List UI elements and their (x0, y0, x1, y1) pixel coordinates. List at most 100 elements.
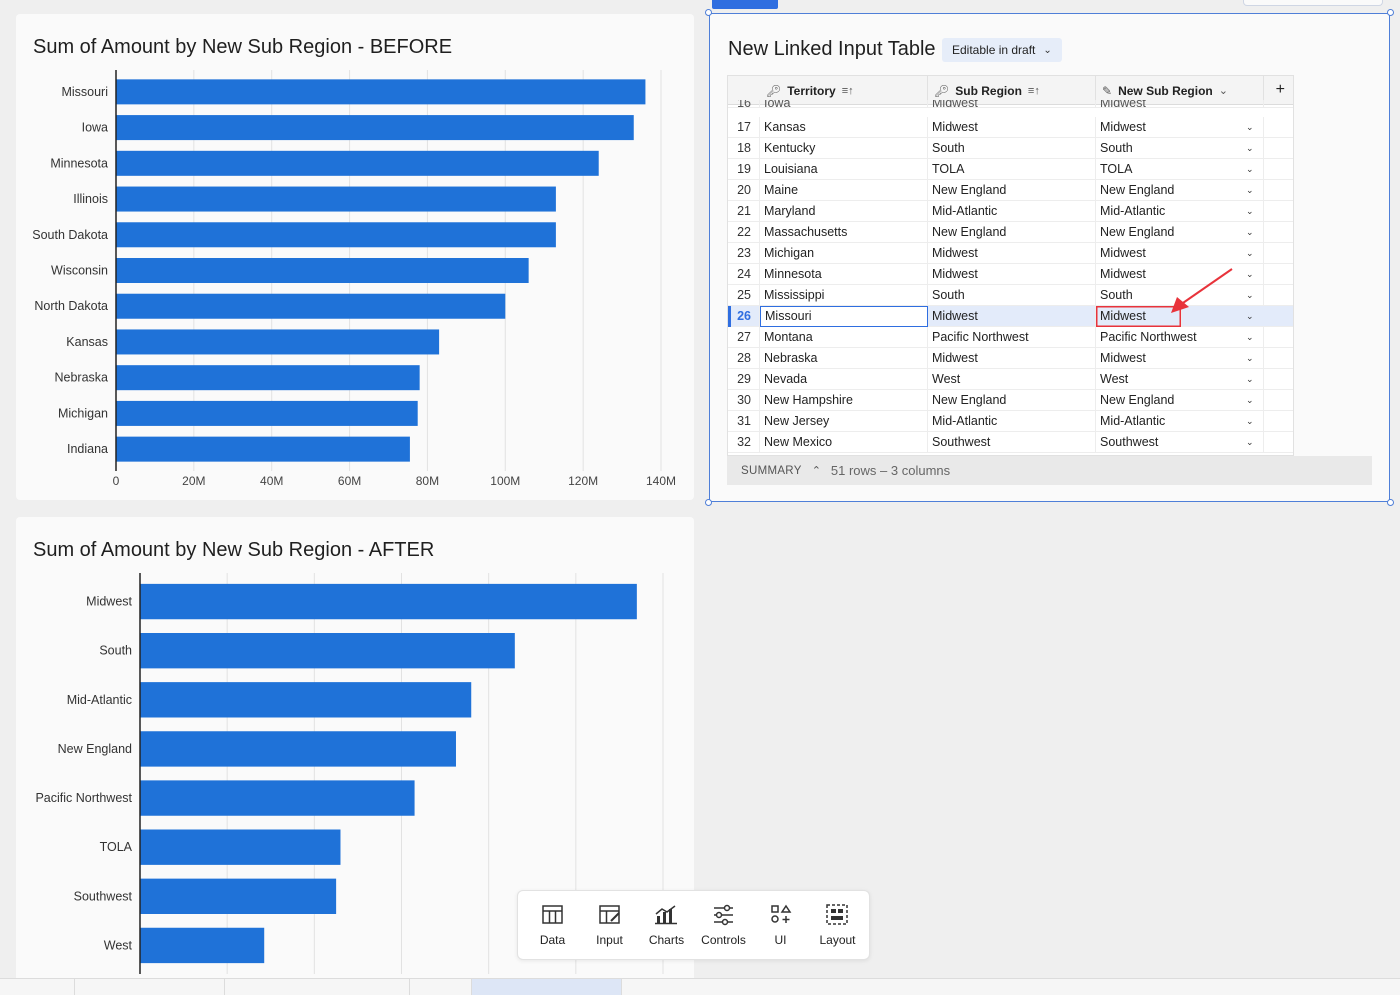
chevron-down-icon[interactable]: ⌄ (1246, 248, 1254, 258)
cell-territory[interactable]: Nebraska (760, 348, 928, 369)
page-tab[interactable] (0, 979, 75, 995)
chevron-down-icon[interactable]: ⌄ (1246, 416, 1254, 426)
bar[interactable] (140, 780, 415, 816)
cell-sub-region[interactable]: New England (928, 222, 1096, 243)
chevron-down-icon[interactable]: ⌄ (1246, 395, 1254, 405)
chevron-down-icon[interactable]: ⌄ (1246, 311, 1254, 321)
cell-territory[interactable]: New Mexico (760, 432, 928, 453)
chevron-down-icon[interactable]: ⌄ (1246, 164, 1254, 174)
bar[interactable] (116, 329, 440, 355)
cell-sub-region[interactable]: South (928, 138, 1096, 159)
cell-new-sub-region[interactable]: Midwest (1096, 306, 1182, 327)
table-row[interactable]: 27 Montana Pacific Northwest Pacific Northw… (728, 327, 1293, 348)
bar[interactable] (140, 829, 341, 865)
before-chart-card[interactable]: Sum of Amount by New Sub Region - BEFORE… (16, 14, 694, 500)
page-tab[interactable] (225, 979, 410, 995)
table-row[interactable]: 19 Louisiana TOLA TOLA ⌄ (728, 159, 1293, 180)
chevron-down-icon[interactable]: ⌄ (1246, 353, 1254, 363)
editable-draft-badge[interactable]: Editable in draft ⌄ (942, 38, 1062, 62)
bar[interactable] (116, 150, 599, 176)
table-row[interactable]: 22 Massachusetts New England New England ⌄ (728, 222, 1293, 243)
toolbar-input-button[interactable]: Input (581, 903, 638, 947)
page-tab[interactable] (75, 979, 225, 995)
cell-sub-region[interactable]: New England (928, 180, 1096, 201)
table-row[interactable]: 21 Maryland Mid-Atlantic Mid-Atlantic ⌄ (728, 201, 1293, 222)
cell-new-sub-region[interactable]: South (1096, 138, 1264, 159)
cell-sub-region[interactable]: Midwest (928, 306, 1096, 327)
resize-handle[interactable] (705, 9, 712, 16)
cell-sub-region[interactable]: West (928, 369, 1096, 390)
cell-new-sub-region[interactable]: Mid-Atlantic (1096, 411, 1264, 432)
column-header-sub-region[interactable]: 🔑︎ Sub Region ≡↑ (928, 76, 1096, 105)
cell-territory[interactable]: Massachusetts (760, 222, 928, 243)
column-header-territory[interactable]: 🔑︎ Territory ≡↑ (760, 76, 928, 105)
cell-new-sub-region[interactable]: Midwest (1096, 243, 1264, 264)
bar[interactable] (116, 436, 410, 462)
table-row[interactable]: 18 Kentucky South South ⌄ (728, 138, 1293, 159)
chevron-down-icon[interactable]: ⌄ (1246, 332, 1254, 342)
cell-sub-region[interactable]: Midwest (928, 243, 1096, 264)
page-tab[interactable] (410, 979, 472, 995)
bar[interactable] (116, 115, 634, 141)
page-tab-active[interactable] (472, 979, 622, 995)
cell-new-sub-region[interactable]: Midwest (1096, 264, 1264, 285)
table-row[interactable]: 24 Minnesota Midwest Midwest ⌄ (728, 264, 1293, 285)
sort-icon[interactable]: ≡↑ (841, 84, 854, 97)
cell-new-sub-region[interactable]: Midwest (1096, 100, 1264, 107)
cell-territory[interactable]: Missouri (760, 306, 928, 327)
cell-sub-region[interactable]: Mid-Atlantic (928, 201, 1096, 222)
chevron-down-icon[interactable]: ⌄ (1246, 206, 1254, 216)
cell-new-sub-region[interactable]: New England (1096, 390, 1264, 411)
bar[interactable] (116, 365, 420, 391)
table-row[interactable]: 25 Mississippi South South ⌄ (728, 285, 1293, 306)
table-row[interactable]: 30 New Hampshire New England New England ⌄ (728, 390, 1293, 411)
cell-sub-region[interactable]: New England (928, 390, 1096, 411)
cell-new-sub-region[interactable]: Mid-Atlantic (1096, 201, 1264, 222)
bar[interactable] (140, 878, 337, 914)
cell-new-sub-region[interactable]: South (1096, 285, 1264, 306)
table-row[interactable]: 28 Nebraska Midwest Midwest ⌄ (728, 348, 1293, 369)
column-header-new-sub-region[interactable]: ✎ New Sub Region ⌄ (1096, 76, 1264, 105)
sort-icon[interactable]: ≡↑ (1027, 84, 1040, 97)
cell-new-sub-region[interactable]: West (1096, 369, 1264, 390)
cell-sub-region[interactable]: TOLA (928, 159, 1096, 180)
cell-territory[interactable]: Mississippi (760, 285, 928, 306)
cell-sub-region[interactable]: South (928, 285, 1096, 306)
bar[interactable] (116, 79, 646, 105)
input-table-grid[interactable]: 🔑︎ Territory ≡↑ 🔑︎ Sub Region ≡↑ ✎ New S… (727, 75, 1294, 456)
table-row[interactable]: 31 New Jersey Mid-Atlantic Mid-Atlantic ⌄ (728, 411, 1293, 432)
cell-territory[interactable]: Louisiana (760, 159, 928, 180)
cell-territory[interactable]: Kansas (760, 117, 928, 138)
chevron-down-icon[interactable]: ⌄ (1246, 290, 1254, 300)
table-row[interactable]: 20 Maine New England New England ⌄ (728, 180, 1293, 201)
chevron-down-icon[interactable]: ⌄ (1218, 85, 1228, 97)
cell-new-sub-region[interactable]: Midwest (1096, 117, 1264, 138)
table-row[interactable]: 29 Nevada West West ⌄ (728, 369, 1293, 390)
bar[interactable] (116, 400, 418, 426)
chevron-down-icon[interactable]: ⌄ (1246, 227, 1254, 237)
cell-new-sub-region[interactable]: Midwest (1096, 348, 1264, 369)
cell-sub-region[interactable]: Mid-Atlantic (928, 411, 1096, 432)
chevron-down-icon[interactable]: ⌄ (1246, 437, 1254, 447)
cell-sub-region[interactable]: Midwest (928, 348, 1096, 369)
bar[interactable] (116, 293, 506, 319)
toolbar-controls-button[interactable]: Controls (695, 903, 752, 947)
toolbar-data-button[interactable]: Data (524, 903, 581, 947)
cell-sub-region[interactable]: Southwest (928, 432, 1096, 453)
cell-territory[interactable]: New Jersey (760, 411, 928, 432)
input-table-card[interactable]: New Linked Input Table Editable in draft… (705, 9, 1394, 506)
chevron-down-icon[interactable]: ⌄ (1246, 374, 1254, 384)
bar[interactable] (140, 633, 515, 669)
chevron-down-icon[interactable]: ⌄ (1246, 269, 1254, 279)
cell-sub-region[interactable]: Midwest (928, 100, 1096, 107)
bar[interactable] (116, 222, 556, 248)
bar[interactable] (116, 186, 556, 212)
cell-sub-region[interactable]: Midwest (928, 117, 1096, 138)
cell-territory[interactable]: Maryland (760, 201, 928, 222)
bar[interactable] (140, 927, 265, 964)
cell-territory[interactable]: Minnesota (760, 264, 928, 285)
bar[interactable] (140, 731, 456, 767)
cell-sub-region[interactable]: Midwest (928, 264, 1096, 285)
cell-new-sub-region[interactable]: New England (1096, 180, 1264, 201)
table-row[interactable]: 32 New Mexico Southwest Southwest ⌄ (728, 432, 1293, 453)
